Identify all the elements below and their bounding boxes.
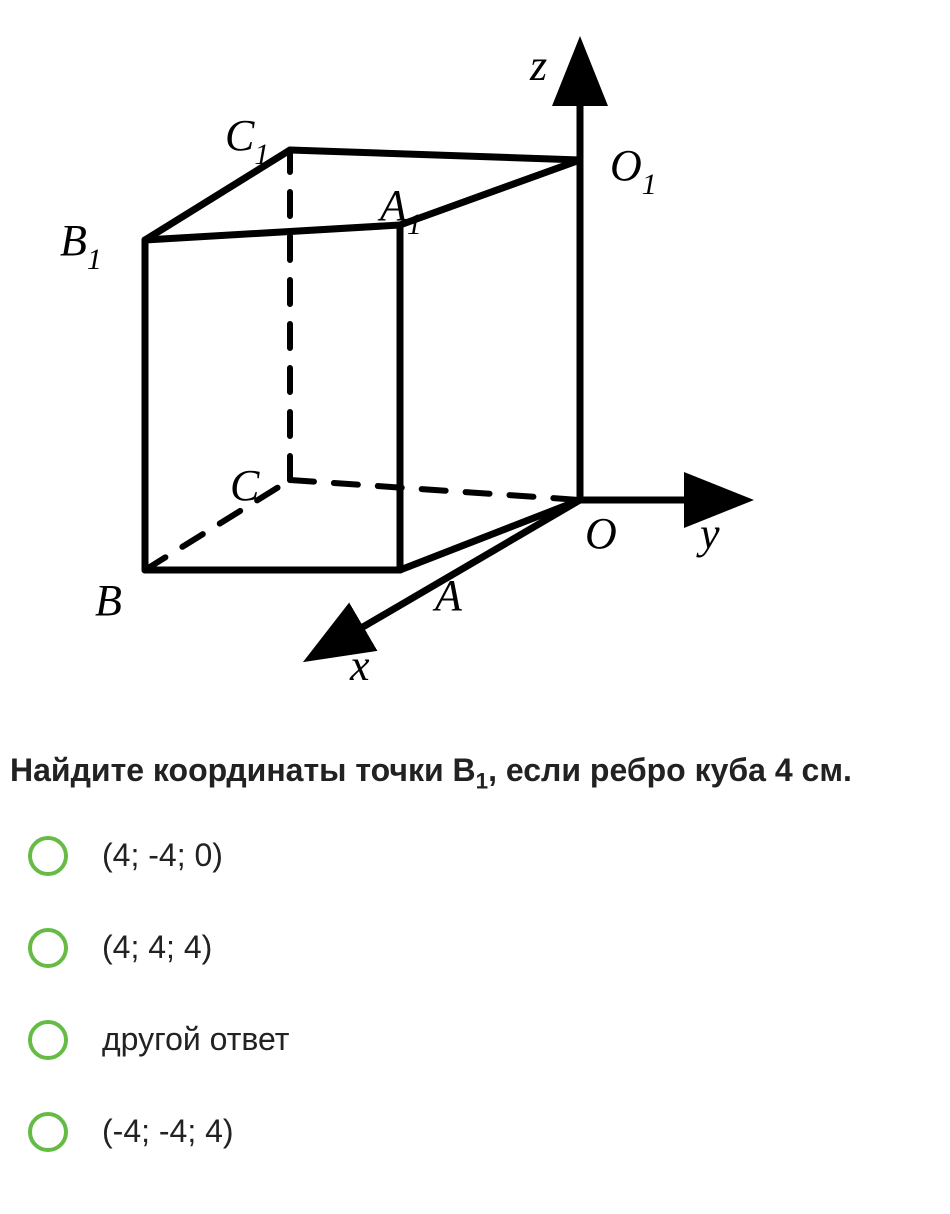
svg-text:z: z: [529, 41, 547, 90]
cube-diagram-container: xyzOABCO1A1B1C1: [0, 10, 950, 740]
option-label: другой ответ: [102, 1021, 289, 1058]
radio-icon[interactable]: [28, 1112, 68, 1152]
svg-text:O: O: [585, 509, 617, 558]
option-row[interactable]: (-4; -4; 4): [28, 1112, 950, 1152]
option-label: (4; -4; 0): [102, 837, 223, 874]
question-point-base: B: [453, 752, 476, 788]
option-label: (4; 4; 4): [102, 929, 212, 966]
cube-diagram: xyzOABCO1A1B1C1: [40, 30, 780, 710]
question-point-sub: 1: [476, 768, 488, 793]
svg-text:O1: O1: [610, 141, 657, 201]
svg-text:C1: C1: [225, 111, 269, 171]
option-label: (-4; -4; 4): [102, 1113, 234, 1150]
options-list: (4; -4; 0) (4; 4; 4) другой ответ (-4; -…: [0, 836, 950, 1152]
option-row[interactable]: (4; 4; 4): [28, 928, 950, 968]
question-suffix: , если ребро куба 4 см.: [488, 752, 852, 788]
question-prefix: Найдите координаты точки: [10, 752, 453, 788]
option-row[interactable]: другой ответ: [28, 1020, 950, 1060]
option-row[interactable]: (4; -4; 0): [28, 836, 950, 876]
radio-icon[interactable]: [28, 928, 68, 968]
svg-text:y: y: [696, 509, 720, 558]
svg-text:B1: B1: [60, 216, 102, 276]
svg-text:x: x: [349, 641, 370, 690]
svg-text:A: A: [432, 571, 463, 620]
radio-icon[interactable]: [28, 1020, 68, 1060]
question-text: Найдите координаты точки B1, если ребро …: [0, 740, 950, 836]
radio-icon[interactable]: [28, 836, 68, 876]
svg-text:C: C: [230, 461, 260, 510]
svg-text:B: B: [95, 576, 122, 625]
